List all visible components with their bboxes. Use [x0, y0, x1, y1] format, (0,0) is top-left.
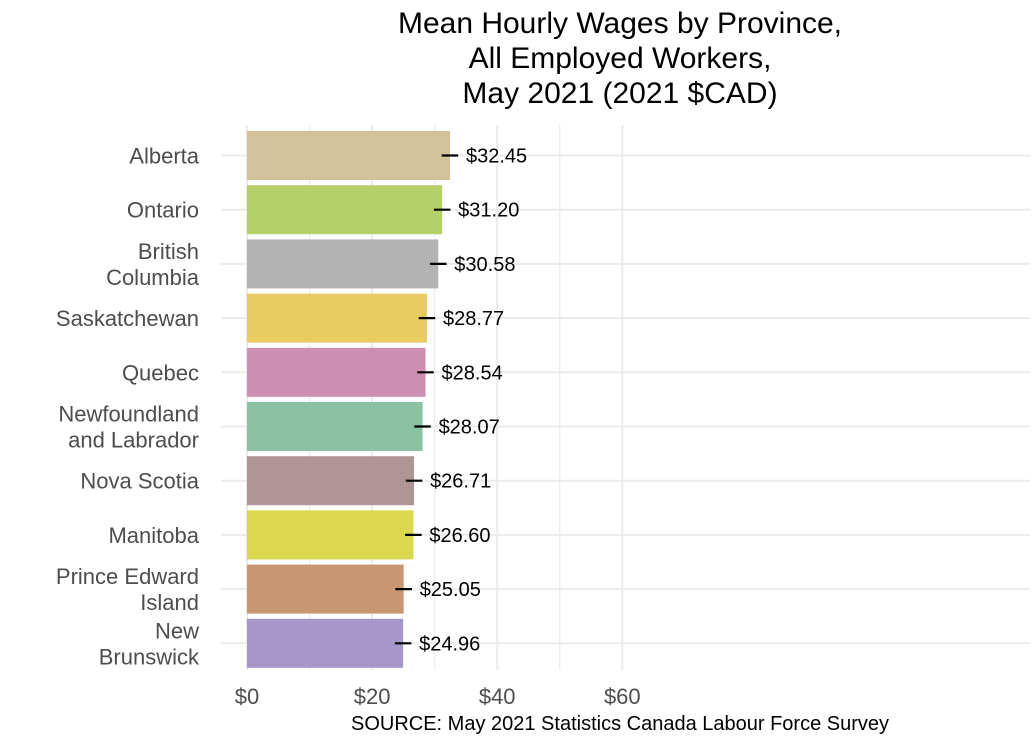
- category-label-line: Alberta: [129, 144, 199, 169]
- bars-layer: [247, 131, 459, 668]
- category-label: Saskatchewan: [56, 306, 199, 331]
- category-label-line: Ontario: [127, 198, 199, 223]
- bar: [247, 131, 450, 180]
- category-label: Prince Edward Island: [56, 564, 199, 615]
- category-label: Newfoundland and Labrador: [58, 402, 199, 453]
- category-label: Nova Scotia: [80, 469, 199, 494]
- category-label-line: British: [138, 239, 199, 264]
- category-label-line: Newfoundland: [58, 402, 199, 427]
- bar: [247, 402, 423, 451]
- category-label-line: Nova Scotia: [80, 469, 199, 494]
- category-label: Alberta: [129, 144, 199, 169]
- bar: [247, 185, 443, 235]
- category-label-line: Manitoba: [108, 523, 199, 548]
- bar: [247, 293, 427, 343]
- chart-title: Mean Hourly Wages by Province,All Employ…: [398, 7, 842, 110]
- bar: [247, 510, 414, 560]
- data-label: $30.58: [454, 254, 515, 276]
- bar: [247, 618, 404, 668]
- bar: [247, 347, 426, 397]
- x-tick-label: $0: [235, 684, 259, 709]
- data-label: $31.20: [458, 200, 519, 222]
- category-label-line: Island: [140, 590, 199, 615]
- x-tick-label: $60: [604, 684, 641, 709]
- category-label-line: Saskatchewan: [56, 306, 199, 331]
- data-label: $26.60: [429, 525, 490, 547]
- category-label: Ontario: [127, 198, 199, 223]
- data-label: $24.96: [419, 633, 480, 655]
- bar: [247, 456, 415, 506]
- category-label: New Brunswick: [99, 618, 200, 669]
- title-line: May 2021 (2021 $CAD): [462, 77, 777, 110]
- data-label: $26.71: [430, 471, 491, 493]
- data-label: $28.54: [442, 362, 503, 384]
- category-label-line: Prince Edward: [56, 564, 199, 589]
- bar: [247, 239, 439, 289]
- data-label: $32.45: [466, 146, 527, 168]
- category-label-line: Quebec: [122, 360, 199, 385]
- category-label-line: and Labrador: [68, 428, 199, 453]
- bar: [247, 564, 404, 614]
- x-tick-label: $20: [354, 684, 391, 709]
- category-label-line: Columbia: [106, 265, 200, 290]
- labels-layer: $0 $20 $40 $60 $32.45 Alberta $31.20 Ontario $30…: [56, 144, 641, 710]
- category-label-line: New: [155, 618, 199, 643]
- x-tick-label: $40: [479, 684, 516, 709]
- category-label: British Columbia: [106, 239, 200, 290]
- category-label: Quebec: [122, 360, 199, 385]
- title-line: Mean Hourly Wages by Province,: [398, 7, 842, 40]
- category-label: Manitoba: [108, 523, 199, 548]
- source-note: SOURCE: May 2021 Statistics Canada Labou…: [351, 713, 889, 735]
- title-line: All Employed Workers,: [469, 42, 772, 75]
- data-label: $28.77: [443, 308, 504, 330]
- data-label: $25.05: [420, 579, 481, 601]
- category-label-line: Brunswick: [99, 644, 200, 669]
- data-label: $28.07: [439, 417, 500, 439]
